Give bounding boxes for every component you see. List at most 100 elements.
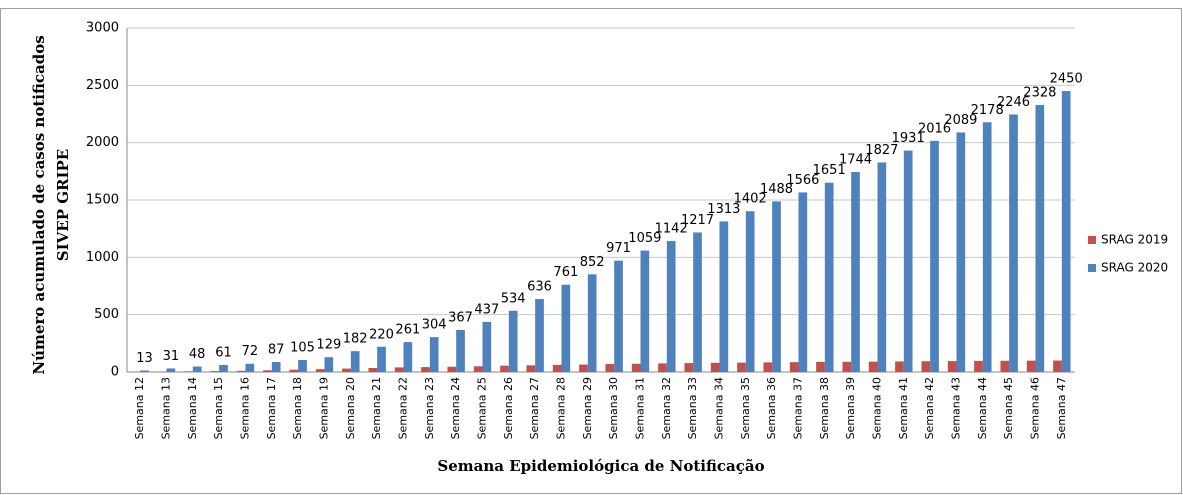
- x-tick-label: Semana 34: [713, 377, 726, 439]
- data-label: 1488: [760, 182, 793, 197]
- bar: [350, 351, 360, 372]
- bar: [500, 365, 509, 372]
- x-tick-label: Semana 25: [476, 377, 489, 439]
- bar: [394, 367, 404, 372]
- data-label: 2089: [944, 113, 977, 128]
- bar: [192, 366, 202, 372]
- bar: [974, 360, 983, 372]
- y-axis-title: SIVEP GRIPE: [54, 149, 72, 261]
- x-tick-label: Semana 23: [423, 377, 436, 439]
- bar: [798, 192, 808, 372]
- bar: [930, 140, 939, 372]
- bar: [640, 250, 650, 372]
- x-tick-label: Semana 33: [686, 377, 699, 439]
- x-tick-label: Semana 20: [344, 377, 357, 439]
- bar: [816, 361, 825, 372]
- bar: [552, 364, 562, 372]
- data-label: 1217: [681, 213, 714, 228]
- bar: [526, 365, 536, 372]
- y-tick-label: 3000: [86, 21, 119, 36]
- bar: [579, 364, 588, 372]
- data-label: 61: [215, 346, 232, 361]
- data-label: 1313: [707, 202, 740, 217]
- x-tick-label: Semana 18: [291, 377, 304, 439]
- data-label: 1566: [786, 173, 819, 188]
- bar: [184, 371, 193, 372]
- bar: [851, 172, 860, 372]
- x-tick-label: Semana 21: [370, 377, 383, 439]
- data-label: 304: [422, 318, 447, 333]
- x-tick-label: Semana 40: [871, 377, 884, 439]
- bar: [535, 299, 544, 372]
- x-tick-label: Semana 31: [634, 377, 647, 439]
- data-label: 105: [290, 340, 315, 355]
- bar: [482, 321, 492, 372]
- bar: [877, 162, 887, 372]
- x-tick-label: Semana 35: [739, 377, 752, 439]
- bar: [693, 232, 702, 372]
- data-label: 852: [580, 255, 605, 270]
- bar: [271, 362, 281, 372]
- y-tick-label: 2500: [86, 78, 119, 93]
- x-tick-label: Semana 39: [844, 377, 857, 439]
- x-tick-label: Semana 26: [502, 377, 515, 439]
- bar: [1053, 360, 1062, 372]
- bar: [508, 310, 518, 372]
- bar: [947, 361, 957, 372]
- bar: [245, 363, 255, 372]
- y-tick-label: 1500: [86, 193, 119, 208]
- bar: [140, 370, 149, 372]
- data-label: 2328: [1023, 86, 1056, 101]
- bar: [763, 362, 773, 372]
- data-label: 636: [527, 280, 552, 295]
- data-label: 1827: [865, 143, 898, 158]
- x-tick-label: Semana 22: [397, 377, 410, 439]
- data-label: 1651: [813, 163, 846, 178]
- x-tick-label: Semana 43: [950, 377, 963, 439]
- bar: [842, 361, 852, 372]
- bar: [403, 342, 413, 372]
- data-label: 13: [136, 351, 153, 366]
- data-label: 971: [606, 241, 631, 256]
- x-tick-label: Semana 36: [765, 377, 778, 439]
- data-label: 129: [316, 338, 341, 353]
- x-tick-label: Semana 24: [449, 377, 462, 439]
- data-label: 761: [553, 265, 578, 280]
- bar: [745, 211, 755, 372]
- data-label: 1744: [839, 153, 872, 168]
- x-tick-label: Semana 17: [265, 377, 278, 439]
- y-tick-label: 0: [111, 365, 119, 380]
- legend-label: SRAG 2020: [1101, 261, 1168, 275]
- data-label: 182: [343, 332, 368, 347]
- bar: [368, 367, 378, 372]
- data-label: 87: [268, 343, 285, 358]
- bar: [561, 284, 571, 372]
- data-label: 1402: [734, 192, 767, 207]
- x-axis-title: Semana Epidemiológica de Notificação: [437, 457, 764, 475]
- x-tick-label: Semana 38: [818, 377, 831, 439]
- bar: [1009, 114, 1018, 372]
- bar: [447, 366, 457, 372]
- y-tick-label: 1000: [86, 250, 119, 265]
- x-tick-label: Semana 28: [555, 377, 568, 439]
- y-axis-title: Número acumulado de casos notificados: [30, 35, 48, 374]
- x-tick-label: Semana 37: [792, 377, 805, 439]
- bar: [710, 362, 720, 372]
- x-tick-label: Semana 12: [133, 377, 146, 439]
- data-label: 220: [369, 327, 394, 342]
- bar: [456, 329, 465, 372]
- x-tick-label: Semana 41: [897, 377, 910, 439]
- y-tick-label: 2000: [86, 135, 119, 150]
- bar: [956, 132, 966, 372]
- data-label: 31: [163, 349, 180, 364]
- bar: [298, 359, 307, 372]
- bar: [1061, 91, 1071, 373]
- bar: [737, 362, 746, 372]
- bar: [1000, 360, 1010, 372]
- bar: [210, 371, 220, 372]
- x-tick-label: Semana 13: [160, 377, 173, 439]
- bar: [315, 369, 325, 372]
- bar: [219, 365, 228, 372]
- x-tick-label: Semana 32: [660, 377, 673, 439]
